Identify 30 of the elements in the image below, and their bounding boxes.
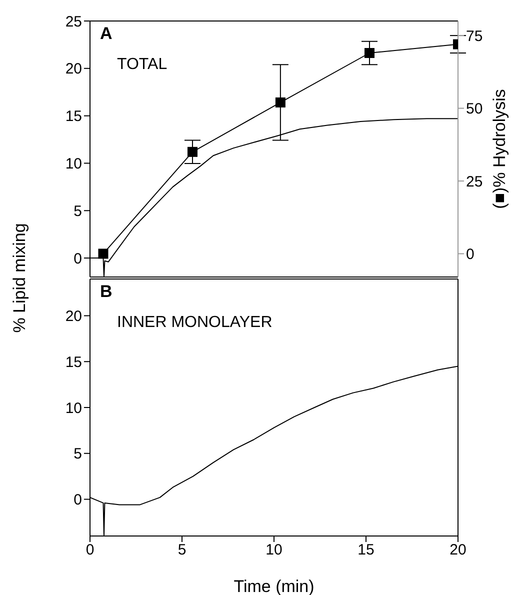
annotation: INNER MONOLAYER [117,314,272,332]
y-tick-label: 0 [74,492,82,509]
x-tick-label: 0 [86,542,94,559]
y-tick-label: 20 [65,308,82,326]
x-tick-label: 15 [358,542,374,559]
y-tick-label: 10 [65,156,82,173]
y2-tick-label: 50 [466,100,483,118]
x-tick-label: 10 [266,542,282,559]
annotation: A [100,24,112,44]
x-tick-label: 20 [450,542,466,559]
y-tick-label: 0 [74,250,82,268]
y-tick-label: 15 [65,108,82,126]
y-tick-label: 25 [65,13,82,30]
annotation: TOTAL [117,56,168,74]
y2-tick-label: 0 [466,246,474,264]
annotation: B [100,282,112,302]
y-tick-label: 15 [65,354,82,371]
y-tick-label: 5 [74,446,82,463]
y-tick-label: 20 [65,60,82,78]
y-tick-label: 5 [74,202,82,220]
y-axis-title: % Lipid mixing [10,223,30,333]
point [187,146,198,157]
x-tick-label: 5 [178,542,186,559]
y-tick-label: 10 [65,400,82,417]
y2-tick-label: 75 [466,28,483,45]
point [364,48,374,58]
point [98,248,108,259]
y2-axis-title: (■)% Hydrolysis [490,89,510,209]
y2-tick-label: 25 [466,173,483,190]
point [275,97,286,108]
